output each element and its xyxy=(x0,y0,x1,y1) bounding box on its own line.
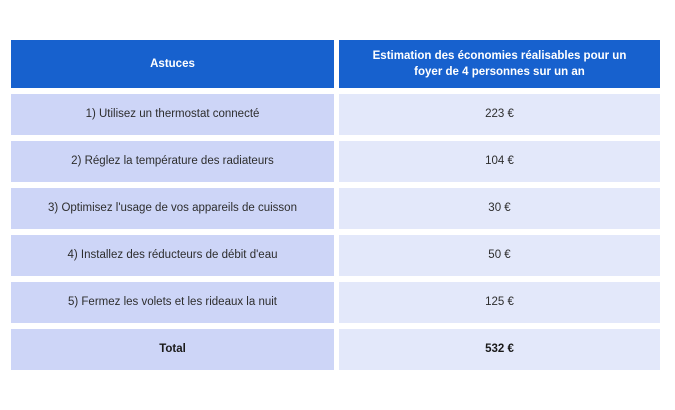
tip-label: 4) Installez des réducteurs de débit d'e… xyxy=(67,249,278,262)
value-label: 125 € xyxy=(485,296,514,309)
tip-label: 1) Utilisez un thermostat connecté xyxy=(85,108,260,121)
table-row-5-value-cell: 125 € xyxy=(339,282,660,323)
table-row-4-tip-cell: 4) Installez des réducteurs de débit d'e… xyxy=(11,235,334,276)
column-header-estimation: Estimation des économies réalisables pou… xyxy=(339,40,660,88)
tip-label: 2) Réglez la température des radiateurs xyxy=(71,155,274,168)
value-label: 50 € xyxy=(488,249,511,262)
total-label: Total xyxy=(159,343,186,356)
value-label: 104 € xyxy=(485,155,514,168)
column-header-astuces: Astuces xyxy=(11,40,334,88)
table-row-1-tip-cell: 1) Utilisez un thermostat connecté xyxy=(11,94,334,135)
table-row-3-tip-cell: 3) Optimisez l'usage de vos appareils de… xyxy=(11,188,334,229)
total-value: 532 € xyxy=(485,343,514,356)
total-row-label-cell: Total xyxy=(11,329,334,370)
table-row-2-value-cell: 104 € xyxy=(339,141,660,182)
table-row-1-value-cell: 223 € xyxy=(339,94,660,135)
total-row-value-cell: 532 € xyxy=(339,329,660,370)
column-header-estimation-label: Estimation des économies réalisables pou… xyxy=(372,49,627,78)
table-row-5-tip-cell: 5) Fermez les volets et les rideaux la n… xyxy=(11,282,334,323)
column-header-astuces-label: Astuces xyxy=(150,57,195,70)
value-label: 30 € xyxy=(488,202,511,215)
value-label: 223 € xyxy=(485,108,514,121)
table-row-4-value-cell: 50 € xyxy=(339,235,660,276)
savings-table: Astuces Estimation des économies réalisa… xyxy=(11,40,660,370)
tip-label: 5) Fermez les volets et les rideaux la n… xyxy=(67,296,277,309)
table-row-2-tip-cell: 2) Réglez la température des radiateurs xyxy=(11,141,334,182)
tip-label: 3) Optimisez l'usage de vos appareils de… xyxy=(48,202,297,215)
table-row-3-value-cell: 30 € xyxy=(339,188,660,229)
